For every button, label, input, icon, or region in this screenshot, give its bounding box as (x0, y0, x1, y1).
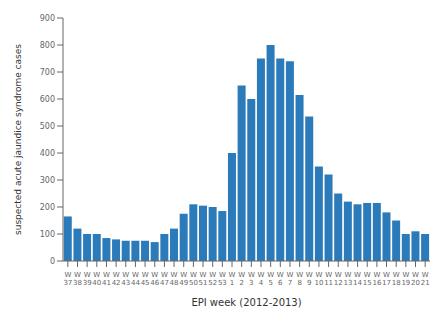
svg-text:900: 900 (40, 14, 55, 23)
svg-text:W43: W43 (121, 271, 130, 287)
svg-text:W49: W49 (179, 271, 188, 287)
svg-text:W53: W53 (218, 271, 227, 287)
svg-text:800: 800 (40, 41, 55, 50)
svg-text:W21: W21 (421, 271, 430, 287)
svg-text:W6: W6 (277, 271, 284, 287)
svg-text:500: 500 (40, 122, 55, 131)
svg-text:W50: W50 (189, 271, 198, 287)
svg-text:W8: W8 (296, 271, 303, 287)
svg-text:EPI week (2012-2013): EPI week (2012-2013) (191, 297, 301, 308)
svg-text:W44: W44 (131, 271, 140, 287)
svg-text:W4: W4 (258, 271, 265, 287)
svg-text:W37: W37 (63, 271, 72, 287)
svg-text:W38: W38 (73, 271, 82, 287)
svg-text:200: 200 (40, 203, 55, 212)
svg-text:W1: W1 (229, 271, 236, 287)
svg-text:W20: W20 (411, 271, 420, 287)
svg-text:W16: W16 (372, 271, 381, 287)
svg-text:W39: W39 (83, 271, 92, 287)
svg-text:W52: W52 (208, 271, 217, 287)
svg-text:W10: W10 (314, 271, 323, 287)
svg-text:700: 700 (40, 68, 55, 77)
svg-text:W40: W40 (92, 271, 101, 287)
svg-text:600: 600 (40, 95, 55, 104)
svg-text:W2: W2 (238, 271, 245, 287)
svg-text:W51: W51 (199, 271, 208, 287)
svg-text:100: 100 (40, 230, 55, 239)
svg-text:W46: W46 (150, 271, 159, 287)
svg-text:W45: W45 (141, 271, 150, 287)
svg-text:300: 300 (40, 176, 55, 185)
svg-text:W3: W3 (248, 271, 255, 287)
svg-text:W42: W42 (112, 271, 121, 287)
svg-text:W19: W19 (401, 271, 410, 287)
svg-text:W7: W7 (286, 271, 293, 287)
svg-text:W17: W17 (382, 271, 391, 287)
svg-text:W15: W15 (363, 271, 372, 287)
svg-text:W14: W14 (353, 271, 362, 287)
svg-text:0: 0 (50, 257, 55, 266)
svg-text:W12: W12 (334, 271, 343, 287)
svg-text:W18: W18 (392, 271, 401, 287)
svg-text:W9: W9 (306, 271, 313, 287)
svg-text:W5: W5 (267, 271, 274, 287)
svg-text:W47: W47 (160, 271, 169, 287)
svg-text:W11: W11 (324, 271, 333, 287)
svg-text:suspected acute jaundice syndr: suspected acute jaundice syndrome cases (13, 44, 23, 235)
svg-text:W41: W41 (102, 271, 111, 287)
svg-text:W48: W48 (170, 271, 179, 287)
svg-text:400: 400 (40, 149, 55, 158)
svg-text:W13: W13 (343, 271, 352, 287)
